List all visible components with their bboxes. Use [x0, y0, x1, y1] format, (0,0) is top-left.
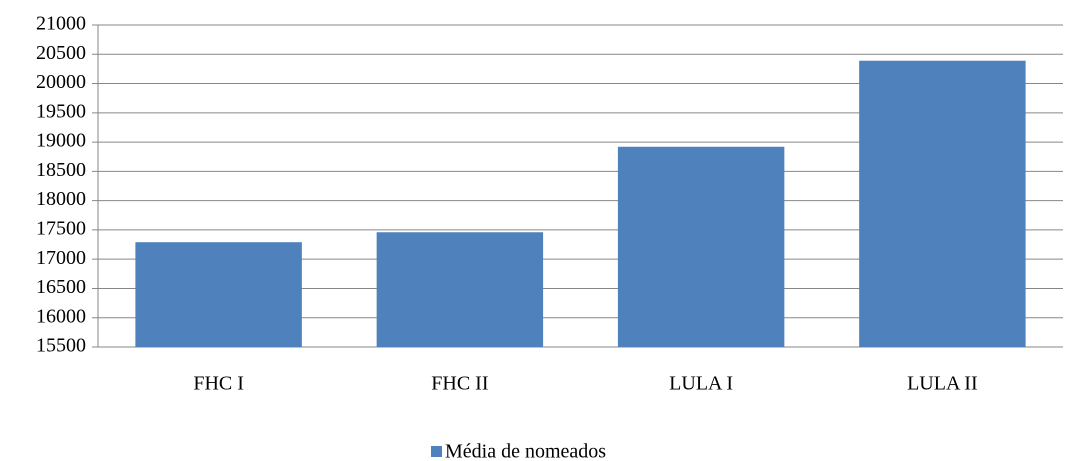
y-tick-label: 16500: [36, 276, 86, 298]
y-tick-label: 15500: [36, 335, 86, 357]
legend-swatch: [431, 446, 442, 457]
x-tick-label: LULA II: [907, 373, 978, 395]
y-tick-label: 18000: [36, 188, 86, 210]
y-tick-label: 19500: [36, 100, 86, 122]
bar: [859, 60, 1026, 347]
y-tick-label: 20000: [36, 71, 86, 93]
y-tick-label: 19000: [36, 130, 86, 152]
x-tick-label: FHC II: [431, 373, 488, 395]
bar: [135, 242, 302, 347]
y-tick-label: 17000: [36, 247, 86, 269]
y-tick-label: 21000: [36, 13, 86, 35]
y-tick-label: 16000: [36, 305, 86, 327]
x-tick-label: FHC I: [193, 373, 244, 395]
bar: [617, 146, 785, 347]
y-tick-label: 17500: [36, 218, 86, 240]
y-tick-label: 18500: [36, 159, 86, 181]
legend-label: Média de nomeados: [445, 441, 606, 461]
x-tick-label: LULA I: [669, 373, 733, 395]
y-tick-label: 20500: [36, 42, 86, 64]
bar: [376, 232, 544, 347]
